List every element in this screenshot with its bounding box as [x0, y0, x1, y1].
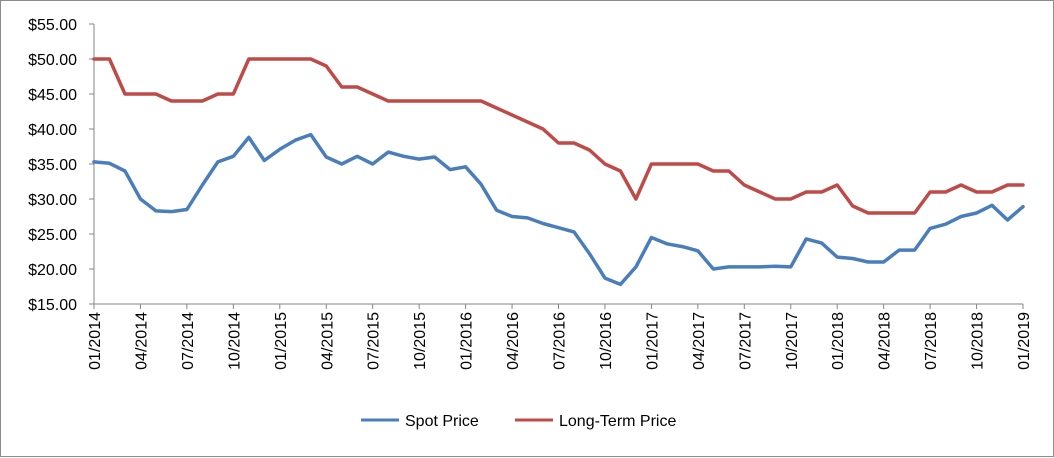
x-tick-label: 01/2015 [273, 312, 290, 370]
legend-label-spot: Spot Price [405, 413, 479, 430]
series-line-spot-price [92, 132, 1025, 287]
x-tick-label: 04/2017 [691, 312, 708, 370]
x-tick-label: 10/2016 [598, 312, 615, 370]
y-tick-label: $45.00 [28, 87, 77, 104]
x-tick-label: 07/2015 [366, 312, 383, 370]
x-tick-label: 10/2018 [970, 312, 987, 370]
y-tick-label: $55.00 [28, 17, 77, 34]
x-axis-ticks: 01/2014 04/2014 07/2014 10/2014 01/2015 04/20… [87, 304, 1033, 370]
x-tick-label: 04/2016 [505, 312, 522, 370]
y-tick-label: $50.00 [28, 52, 77, 69]
x-tick-label: 07/2018 [923, 312, 940, 370]
x-tick-label: 07/2016 [552, 312, 569, 370]
x-tick-label: 10/2017 [784, 312, 801, 370]
y-tick-label: $40.00 [28, 122, 77, 139]
x-tick-label: 04/2015 [319, 312, 336, 370]
series-layer [92, 57, 1025, 287]
y-tick-label: $30.00 [28, 192, 77, 209]
x-tick-label: 07/2017 [737, 312, 754, 370]
y-tick-label: $35.00 [28, 157, 77, 174]
x-tick-label: 04/2018 [877, 312, 894, 370]
x-tick-label: 07/2014 [180, 312, 197, 370]
x-tick-label: 04/2014 [133, 312, 150, 370]
x-tick-label: 10/2015 [412, 312, 429, 370]
x-tick-label: 10/2014 [226, 312, 243, 370]
x-tick-label: 01/2019 [1016, 312, 1033, 370]
x-tick-label: 01/2016 [459, 312, 476, 370]
y-tick-label: $20.00 [28, 262, 77, 279]
y-tick-label: $15.00 [28, 297, 77, 314]
x-tick-label: 01/2017 [644, 312, 661, 370]
x-tick-label: 01/2014 [87, 312, 104, 370]
y-axis-ticks: $15.00 $20.00 $25.00 $30.00 $35.00 $40.00 $45.… [28, 17, 94, 314]
y-tick-label: $25.00 [28, 227, 77, 244]
x-tick-label: 01/2018 [830, 312, 847, 370]
series-line-long-term-price [92, 57, 1025, 215]
legend: Spot Price Long-Term Price [361, 413, 676, 430]
legend-label-long-term: Long-Term Price [559, 413, 676, 430]
